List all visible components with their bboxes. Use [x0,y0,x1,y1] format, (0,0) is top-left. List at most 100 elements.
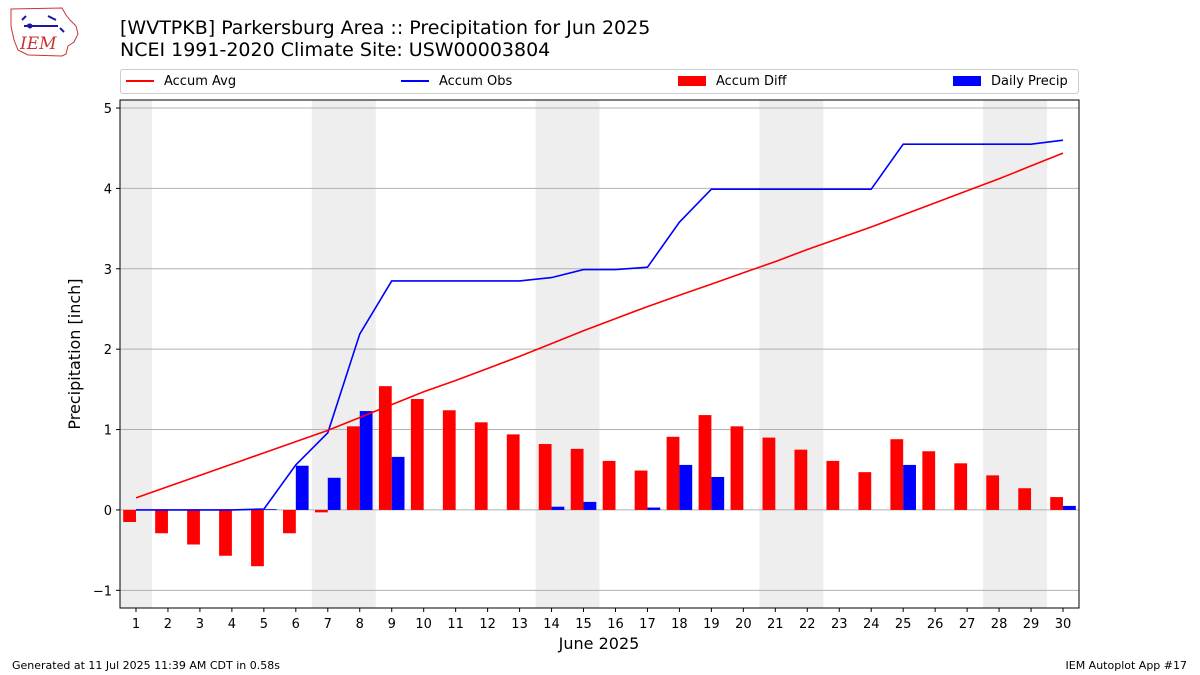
accum-diff-bar [666,436,680,510]
x-tick-label: 4 [228,617,236,632]
x-tick-label: 5 [260,617,268,632]
footer-generated: Generated at 11 Jul 2025 11:39 AM CDT in… [12,659,280,672]
footer-app: IEM Autoplot App #17 [1065,659,1188,672]
x-tick-label: 21 [767,617,784,632]
accum-diff-bar [123,509,136,522]
x-tick-label: 6 [292,617,300,632]
daily-precip-bar [679,464,693,510]
daily-precip-bar [903,464,916,510]
iem-logo-icon: IEM [10,7,79,57]
chart-title: [WVTPKB] Parkersburg Area :: Precipitati… [120,17,651,39]
legend-label: Accum Avg [164,74,237,89]
legend-label: Accum Diff [716,74,787,89]
y-axis-label: Precipitation [inch] [65,278,84,429]
accum-diff-bar [219,509,232,556]
y-tick-label: −1 [93,584,112,599]
x-tick-label: 26 [927,617,944,632]
accum-diff-bar [442,410,456,510]
y-tick-label: 0 [104,504,112,519]
weekend-band [535,100,600,608]
legend-label: Daily Precip [991,74,1068,89]
x-axis-label: June 2025 [558,634,640,653]
x-tick-label: 10 [415,617,432,632]
accum-diff-bar [283,509,296,534]
x-tick-label: 15 [575,617,592,632]
legend: Accum Avg Accum Obs Accum Diff Daily Pre… [120,69,1079,94]
accum-diff-bar [762,437,776,510]
daily-precip-bar [359,411,373,510]
accum-diff-bar [634,470,648,510]
x-tick-label: 13 [511,617,528,632]
x-tick-label: 28 [991,617,1008,632]
weekend-band [983,100,1048,608]
accum-diff-bar [506,434,520,510]
accum-diff-bar [155,509,168,534]
x-axis-ticks: 1 2 3 4 5 6 7 8 9 10 11 12 13 14 15 16 17 18 19 20 21 22 23 24 2… [132,608,1071,632]
chart-subtitle: NCEI 1991-2020 Climate Site: USW00003804 [120,39,551,61]
accum-diff-bar [378,386,392,510]
accum-diff-bar [826,460,840,510]
daily-precip-bar [263,509,277,510]
x-tick-label: 18 [671,617,688,632]
y-tick-label: 2 [104,343,112,358]
accum-diff-bar [922,451,936,510]
x-tick-label: 9 [388,617,396,632]
daily-precip-bar [391,456,405,510]
x-tick-label: 12 [479,617,496,632]
legend-item-accum-obs: Accum Obs [401,73,512,91]
weekend-band [759,100,824,608]
x-tick-label: 8 [356,617,364,632]
daily-precip-bar [583,501,597,510]
daily-precip-bar [647,507,661,510]
weekend-band [120,100,152,608]
x-tick-label: 20 [735,617,752,632]
plot-frame [119,99,1080,609]
accum-obs-line [136,139,1064,511]
bars [123,386,1076,567]
accum-diff-bar [346,426,360,510]
accum-diff-bar [602,460,616,510]
accum-diff-swatch [678,75,706,86]
accum-diff-bar [474,422,488,510]
accum-diff-bar [890,439,904,510]
x-tick-label: 27 [959,617,976,632]
x-tick-label: 7 [324,617,332,632]
daily-precip-bar [295,465,309,510]
accum-obs-swatch [401,79,429,82]
weekend-band [311,100,376,608]
y-tick-label: 5 [104,102,112,117]
accum-diff-bar [698,415,712,510]
accum-diff-bar [794,449,808,510]
legend-item-accum-avg: Accum Avg [126,73,236,91]
daily-precip-bar [327,477,341,510]
legend-item-daily-precip: Daily Precip [953,73,1068,91]
x-tick-label: 23 [831,617,848,632]
weekend-shading [120,100,1048,608]
accum-avg-swatch [126,79,154,82]
accum-diff-bar [410,399,424,510]
x-tick-label: 29 [1023,617,1040,632]
x-tick-label: 17 [639,617,656,632]
accum-avg-line [135,152,1064,499]
x-tick-label: 22 [799,617,816,632]
gridlines [120,107,1079,591]
x-tick-label: 30 [1055,617,1072,632]
x-tick-label: 19 [703,617,720,632]
y-tick-label: 3 [104,263,112,278]
x-tick-label: 11 [447,617,464,632]
accum-diff-bar [187,509,200,545]
accum-diff-bar [251,509,264,567]
accum-diff-bar [730,426,744,510]
y-axis-ticks: −1 0 1 2 3 4 5 [93,102,120,599]
accum-diff-bar [986,475,1000,510]
x-tick-label: 25 [895,617,912,632]
x-tick-label: 2 [164,617,172,632]
x-tick-label: 16 [607,617,624,632]
x-tick-label: 14 [543,617,560,632]
accum-diff-bar [314,509,328,513]
daily-precip-bar [711,476,725,510]
daily-precip-bar [551,506,565,510]
legend-item-accum-diff: Accum Diff [678,73,787,91]
x-tick-label: 24 [863,617,880,632]
